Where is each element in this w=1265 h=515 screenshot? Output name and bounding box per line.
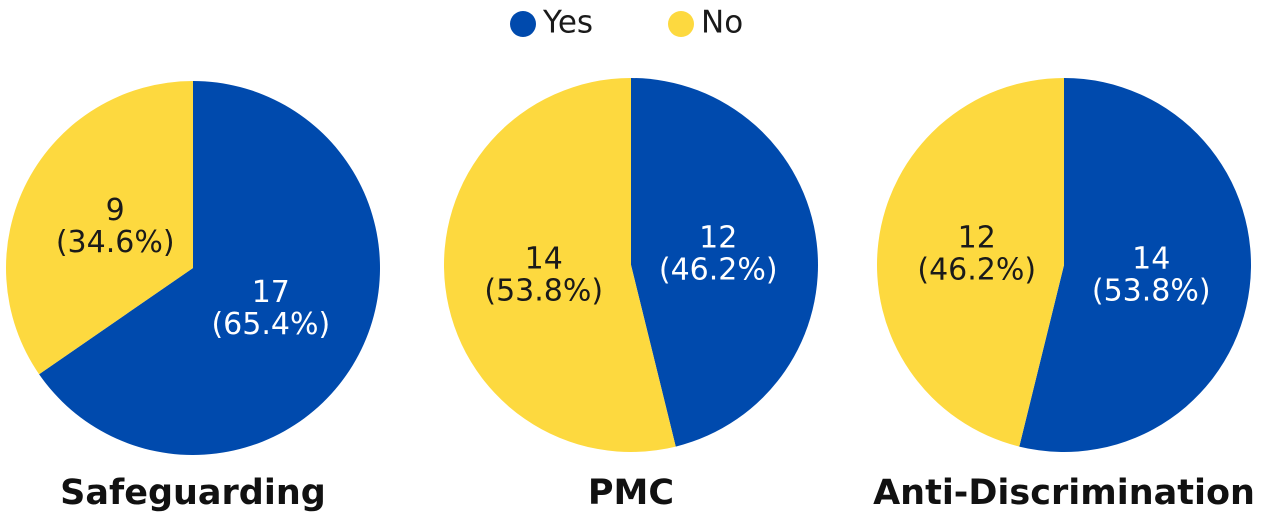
data-label: 17 (65.4%): [211, 274, 330, 341]
data-label: 14 (53.8%): [484, 241, 603, 308]
legend-swatch: [510, 11, 536, 37]
pie-slice: [1019, 78, 1251, 453]
chart-title: Anti-Discrimination: [873, 473, 1255, 513]
pie-slice: [631, 78, 818, 447]
chart-title: PMC: [588, 473, 674, 513]
pie-slice: [877, 78, 1064, 447]
pie-slice: [443, 78, 676, 453]
data-label: 12 (46.2%): [659, 220, 778, 287]
pie-slice: [5, 81, 194, 375]
data-label: 14 (53.8%): [1092, 241, 1211, 308]
legend-label: Yes: [542, 5, 593, 41]
data-label: 9 (34.6%): [56, 193, 175, 260]
legend-swatch: [668, 11, 694, 37]
pie-slice: [39, 81, 380, 456]
chart-title: Safeguarding: [60, 473, 326, 513]
data-label: 12 (46.2%): [917, 220, 1036, 287]
legend-label: No: [701, 5, 743, 41]
